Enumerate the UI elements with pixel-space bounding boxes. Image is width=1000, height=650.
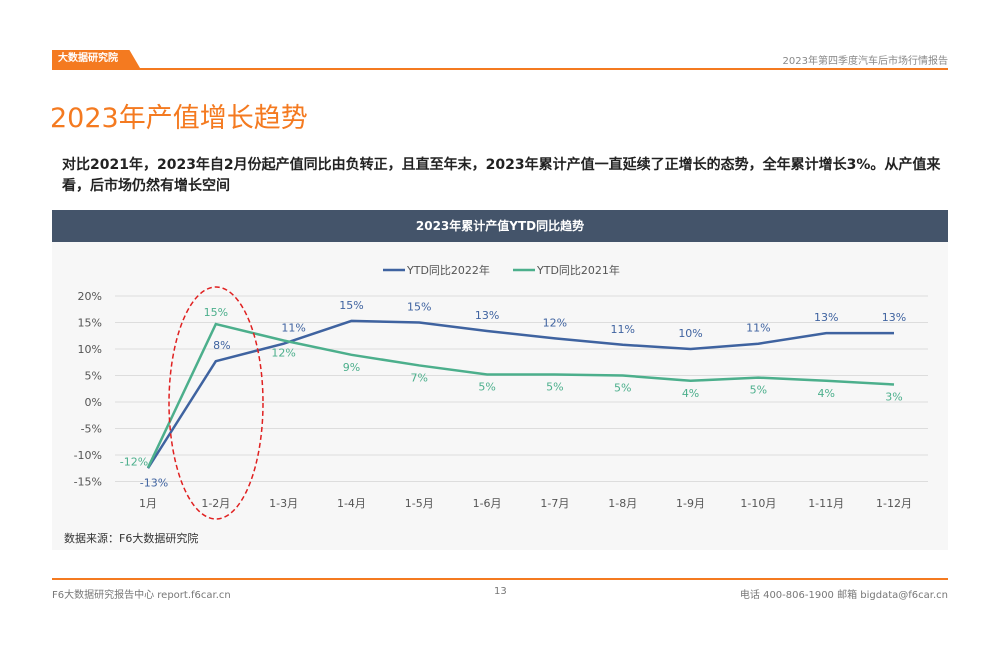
page-number: 13 [494,586,507,597]
data-label: 7% [411,371,428,384]
x-tick-label: 1-2月 [201,497,230,510]
data-label: 13% [475,309,499,322]
page-title: 2023年产值增长趋势 [50,103,308,134]
data-label: 12% [543,316,567,329]
series-line [146,319,894,469]
y-tick-label: 5% [85,370,102,383]
data-label: 11% [611,323,635,336]
y-tick-label: 10% [78,343,102,356]
data-label: 4% [682,387,699,400]
x-tick-label: 1-9月 [676,497,705,510]
data-label: 15% [407,301,431,314]
footer-left: F6大数据研究报告中心 report.f6car.cn [52,590,231,601]
data-source: 数据来源：F6大数据研究院 [64,532,199,545]
footer-contact: 电话 400-806-1900 邮箱 bigdata@f6car.cn [739,590,948,601]
header-divider [52,68,948,70]
chart-title: 2023年累计产值YTD同比趋势 [52,210,948,242]
x-tick-label: 1月 [139,497,157,510]
y-tick-label: 15% [78,317,102,330]
y-tick-label: 20% [78,290,102,303]
x-tick-label: 1-4月 [337,497,366,510]
report-title: 2023年第四季度汽车后市场行情报告 [782,56,948,67]
x-tick-label: 1-11月 [808,497,844,510]
data-label: 11% [281,322,305,335]
summary-text: 对比2021年，2023年自2月份起产值同比由负转正，且直至年末，2023年累计… [62,157,941,194]
legend-label: YTD同比2022年 [406,263,490,277]
data-label: 4% [817,387,834,400]
x-tick-label: 1-10月 [740,497,776,510]
data-label: 15% [204,306,228,319]
data-label: 15% [339,299,363,312]
series-line [146,322,895,469]
x-tick-label: 1-8月 [608,497,637,510]
data-label: 10% [678,327,702,340]
data-label: 5% [478,380,495,393]
footer-divider [52,578,948,580]
brand-logo: 大数据研究院 [52,50,140,68]
data-label: 5% [750,384,767,397]
y-tick-label: -5% [81,423,102,436]
data-label: 8% [213,339,230,352]
x-tick-label: 1-5月 [405,497,434,510]
data-label: 12% [271,347,295,360]
y-tick-label: -15% [74,476,102,489]
x-tick-label: 1-3月 [269,497,298,510]
x-tick-label: 1-12月 [876,497,912,510]
data-label: 11% [746,322,770,335]
data-label: 13% [882,311,906,324]
x-tick-label: 1-7月 [540,497,569,510]
data-label: -12% [120,456,148,469]
data-label: 13% [814,311,838,324]
data-label: 9% [343,361,360,374]
x-tick-label: 1-6月 [473,497,502,510]
data-label: 5% [546,380,563,393]
y-tick-label: -10% [74,449,102,462]
data-label: -13% [140,476,168,489]
data-label: 5% [614,382,631,395]
highlight-ellipse [168,286,264,520]
data-label: 3% [885,391,902,404]
legend-label: YTD同比2021年 [536,263,620,277]
y-tick-label: 0% [85,396,102,409]
